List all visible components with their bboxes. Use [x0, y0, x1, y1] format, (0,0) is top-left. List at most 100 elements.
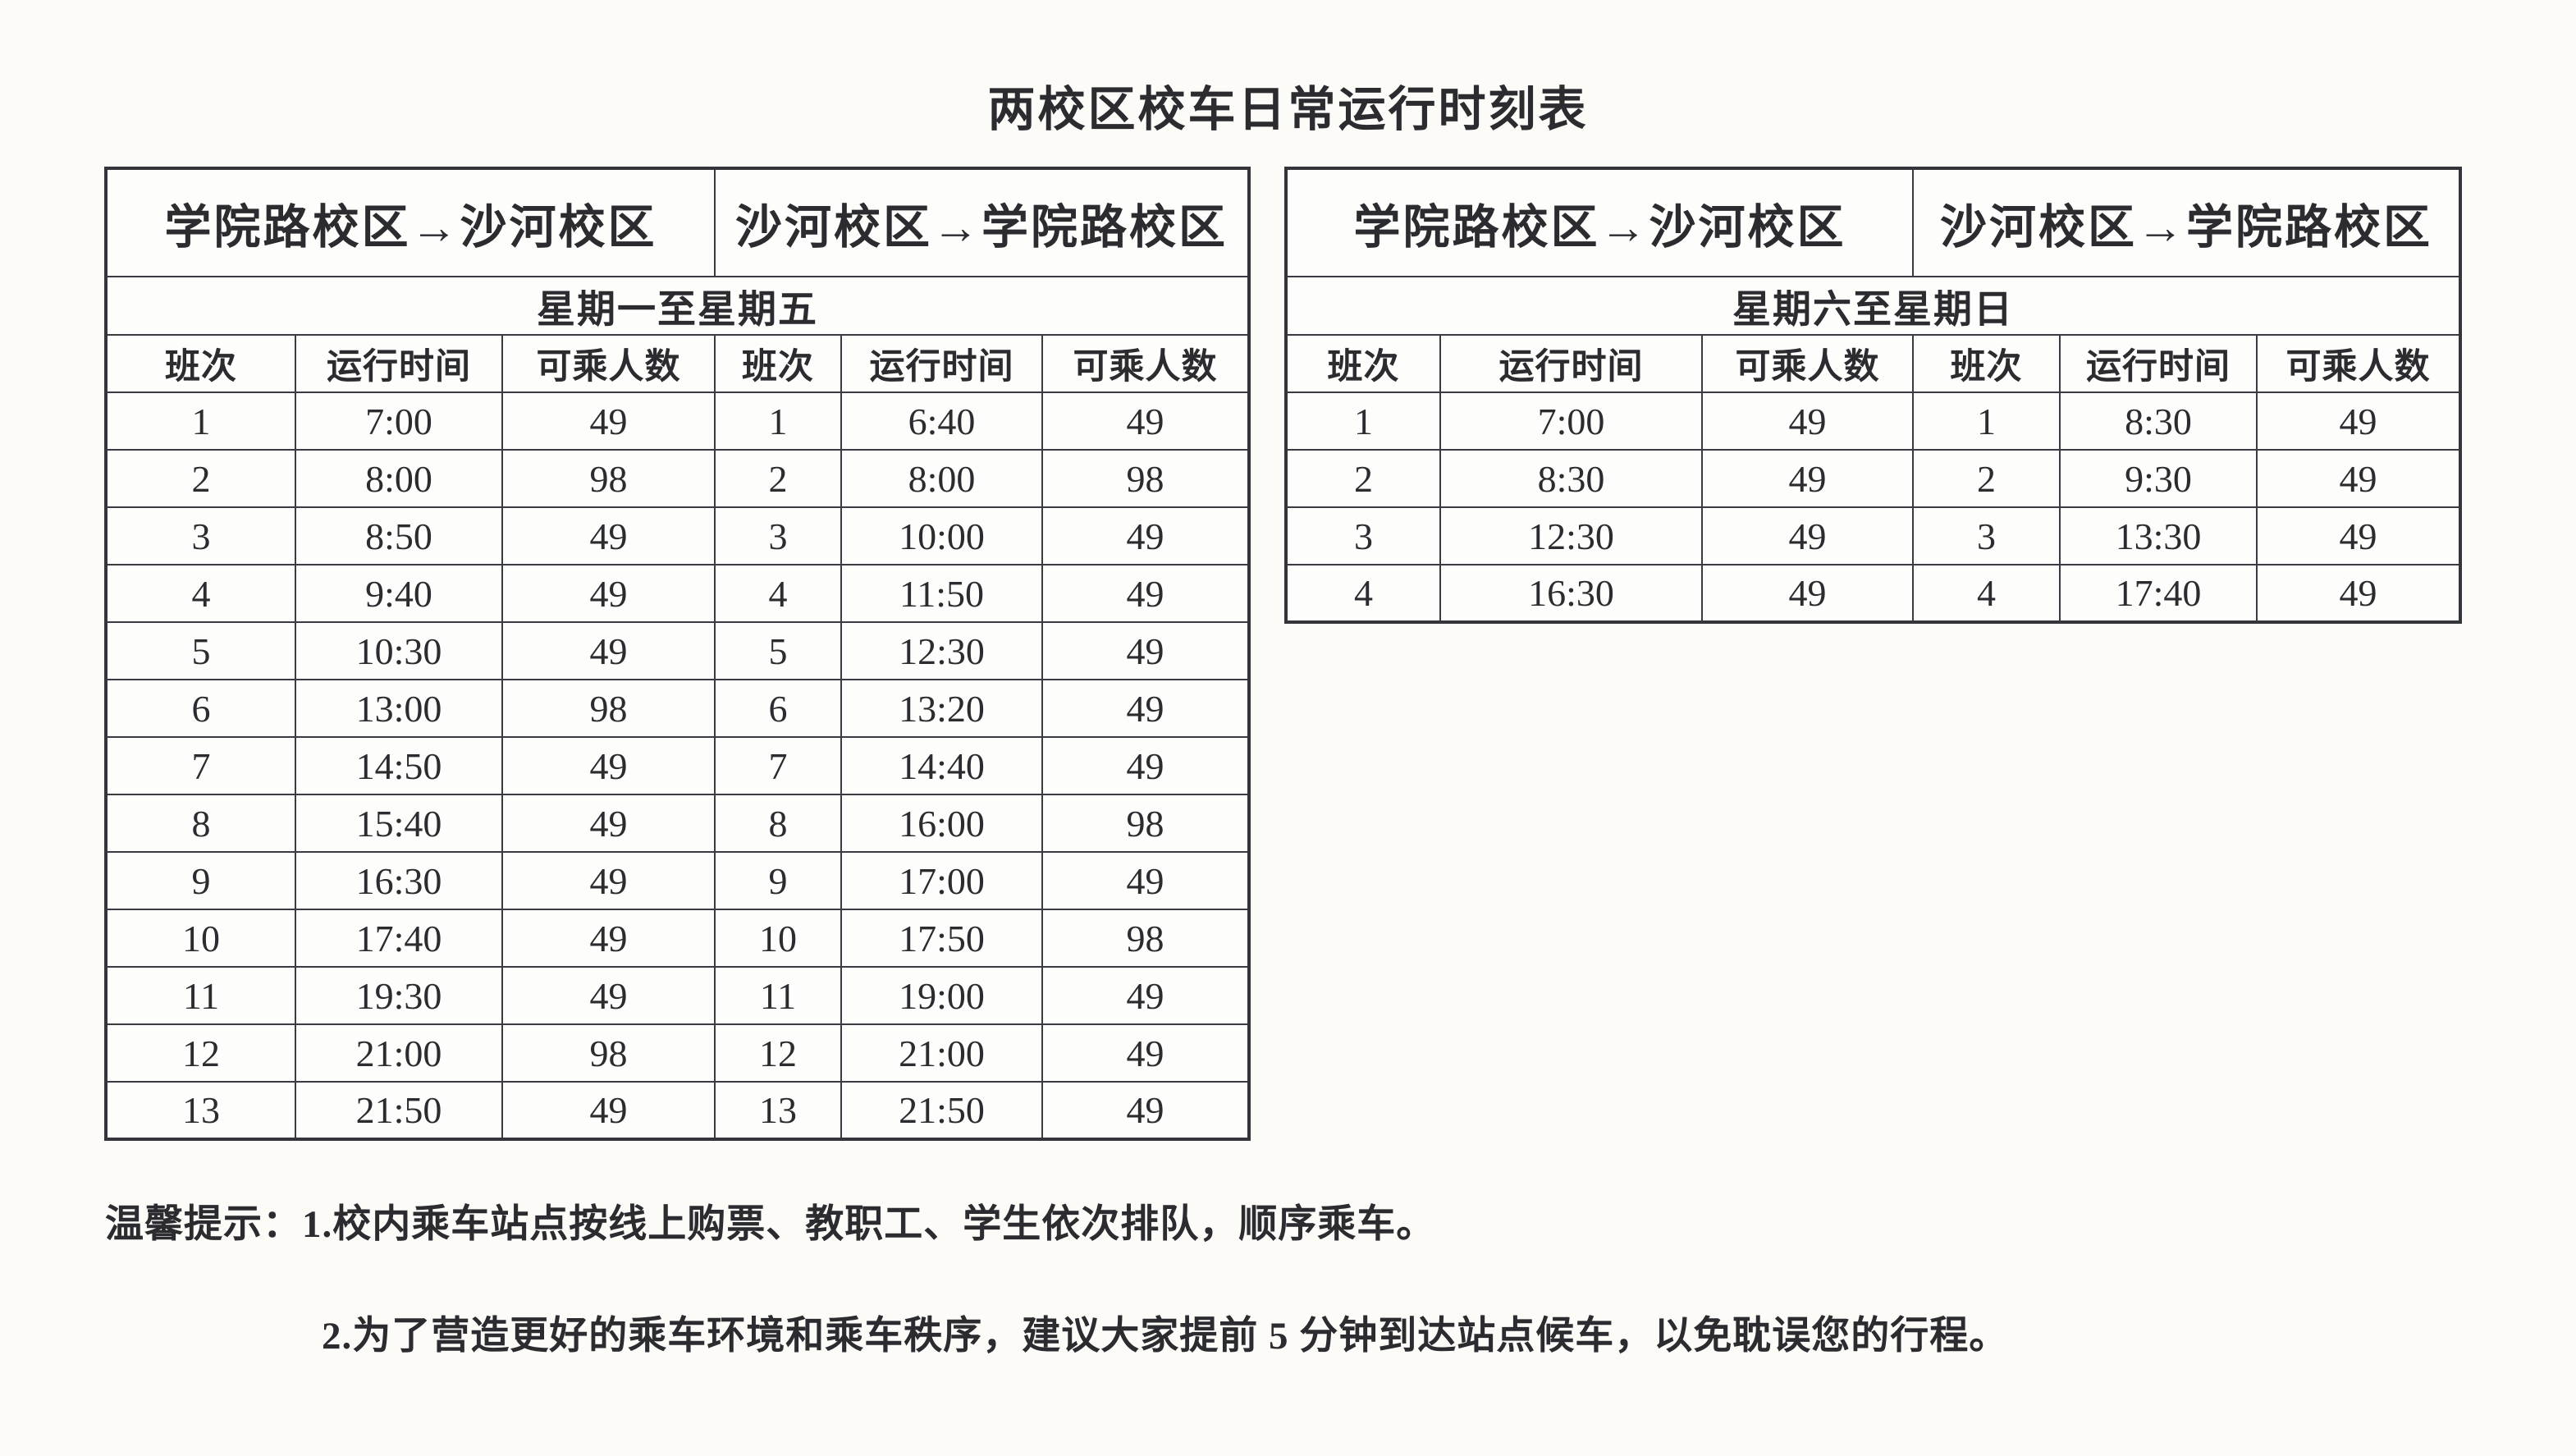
- table-row: 2 8:30 49 2 9:30 49: [1285, 449, 2461, 508]
- table-cell: 7:00: [295, 391, 503, 451]
- table-cell: 49: [501, 506, 716, 565]
- table-cell: 6: [714, 679, 842, 738]
- table-row: 6 13:00 98 6 13:20 49: [105, 679, 1250, 738]
- table-row: 8 15:40 49 8 16:00 98: [105, 794, 1250, 853]
- table-cell: 4: [714, 564, 842, 623]
- column-header-capacity: 可乘人数: [501, 334, 716, 393]
- table-cell: 4: [1912, 564, 2061, 623]
- notice-item-1: 1.校内乘车站点按线上购票、教职工、学生依次排队，顺序乘车。: [302, 1203, 1436, 1246]
- table-cell: 12: [714, 1023, 842, 1083]
- table-cell: 11: [105, 966, 296, 1025]
- table-cell: 17:00: [840, 851, 1043, 910]
- table-cell: 15:40: [295, 794, 503, 853]
- column-header-row: 班次 运行时间 可乘人数 班次 运行时间 可乘人数: [1285, 334, 2461, 393]
- table-cell: 12: [105, 1023, 296, 1083]
- column-header-time: 运行时间: [1439, 334, 1703, 393]
- table-cell: 49: [501, 1081, 716, 1140]
- table-cell: 49: [501, 966, 716, 1025]
- table-row: 3 12:30 49 3 13:30 49: [1285, 506, 2461, 565]
- table-cell: 49: [501, 909, 716, 968]
- table-cell: 49: [2256, 506, 2461, 565]
- table-cell: 98: [1041, 794, 1250, 853]
- period-header: 星期六至星期日: [1285, 276, 2461, 336]
- notice-item-2: 2.为了营造更好的乘车环境和乘车秩序，建议大家提前 5 分钟到达站点候车，以免耽…: [322, 1315, 2009, 1358]
- table-cell: 9:40: [295, 564, 503, 623]
- table-cell: 49: [1041, 564, 1250, 623]
- table-row: 1 7:00 49 1 8:30 49: [1285, 391, 2461, 451]
- period-header-row: 星期一至星期五: [105, 276, 1250, 336]
- table-cell: 49: [1041, 1023, 1250, 1083]
- table-cell: 10:30: [295, 621, 503, 680]
- table-cell: 9:30: [2059, 449, 2258, 508]
- table-cell: 49: [1701, 391, 1914, 451]
- table-cell: 49: [1701, 564, 1914, 623]
- table-cell: 8:30: [1439, 449, 1703, 508]
- table-cell: 13:30: [2059, 506, 2258, 565]
- table-cell: 3: [1285, 506, 1441, 565]
- table-cell: 9: [105, 851, 296, 910]
- table-cell: 49: [1041, 1081, 1250, 1140]
- table-cell: 17:50: [840, 909, 1043, 968]
- notice-line-1: 温馨提示：1.校内乘车站点按线上购票、教职工、学生依次排队，顺序乘车。: [105, 1192, 1435, 1248]
- column-header-shift: 班次: [105, 334, 296, 393]
- column-header-time: 运行时间: [295, 334, 503, 393]
- column-header-capacity: 可乘人数: [1041, 334, 1250, 393]
- table-cell: 6:40: [840, 391, 1043, 451]
- table-cell: 13:20: [840, 679, 1043, 738]
- table-cell: 49: [501, 851, 716, 910]
- table-cell: 16:00: [840, 794, 1043, 853]
- weekday-table-body: 1 7:00 49 1 6:40 49 2 8:00 98 2 8:00 98 3 8:50 49 3 10:0…: [105, 391, 1250, 1140]
- table-cell: 21:00: [295, 1023, 503, 1083]
- route-header-return: 沙河校区→学院路校区: [714, 167, 1250, 277]
- table-cell: 8:00: [840, 449, 1043, 508]
- table-row: 11 19:30 49 11 19:00 49: [105, 966, 1250, 1025]
- table-cell: 7: [105, 736, 296, 795]
- table-cell: 49: [501, 564, 716, 623]
- table-cell: 98: [1041, 909, 1250, 968]
- table-cell: 49: [1041, 736, 1250, 795]
- table-cell: 3: [105, 506, 296, 565]
- table-cell: 49: [1041, 679, 1250, 738]
- table-row: 4 16:30 49 4 17:40 49: [1285, 564, 2461, 623]
- table-cell: 14:50: [295, 736, 503, 795]
- table-cell: 49: [1041, 851, 1250, 910]
- table-cell: 1: [1912, 391, 2061, 451]
- notice-prefix: 温馨提示：: [105, 1203, 302, 1246]
- table-cell: 12:30: [1439, 506, 1703, 565]
- column-header-shift: 班次: [1912, 334, 2061, 393]
- table-cell: 4: [105, 564, 296, 623]
- column-header-shift: 班次: [714, 334, 842, 393]
- page-title: 两校区校车日常运行时刻表: [987, 83, 1589, 136]
- table-cell: 3: [714, 506, 842, 565]
- table-cell: 2: [105, 449, 296, 508]
- table-row: 9 16:30 49 9 17:00 49: [105, 851, 1250, 910]
- table-row: 13 21:50 49 13 21:50 49: [105, 1081, 1250, 1140]
- table-cell: 49: [501, 391, 716, 451]
- route-header-row: 学院路校区→沙河校区 沙河校区→学院路校区: [105, 167, 1250, 277]
- table-row: 1 7:00 49 1 6:40 49: [105, 391, 1250, 451]
- route-header-return: 沙河校区→学院路校区: [1912, 167, 2461, 277]
- table-cell: 8:50: [295, 506, 503, 565]
- table-cell: 98: [501, 679, 716, 738]
- table-cell: 1: [1285, 391, 1441, 451]
- table-row: 4 9:40 49 4 11:50 49: [105, 564, 1250, 623]
- table-cell: 13: [105, 1081, 296, 1140]
- table-cell: 21:50: [840, 1081, 1043, 1140]
- table-cell: 6: [105, 679, 296, 738]
- table-cell: 1: [714, 391, 842, 451]
- weekend-table-body: 1 7:00 49 1 8:30 49 2 8:30 49 2 9:30 49 3 12:30 49 3 13:…: [1285, 391, 2461, 623]
- column-header-capacity: 可乘人数: [2256, 334, 2461, 393]
- table-cell: 21:50: [295, 1081, 503, 1140]
- weekend-schedule-table: 学院路校区→沙河校区 沙河校区→学院路校区 星期六至星期日 班次 运行时间 可乘…: [1284, 167, 2462, 624]
- table-cell: 49: [2256, 449, 2461, 508]
- column-header-shift: 班次: [1285, 334, 1441, 393]
- table-cell: 10: [105, 909, 296, 968]
- table-cell: 49: [1701, 506, 1914, 565]
- table-cell: 8:00: [295, 449, 503, 508]
- table-cell: 98: [1041, 449, 1250, 508]
- table-cell: 12:30: [840, 621, 1043, 680]
- table-cell: 2: [1912, 449, 2061, 508]
- table-cell: 2: [714, 449, 842, 508]
- table-cell: 13:00: [295, 679, 503, 738]
- table-cell: 8:30: [2059, 391, 2258, 451]
